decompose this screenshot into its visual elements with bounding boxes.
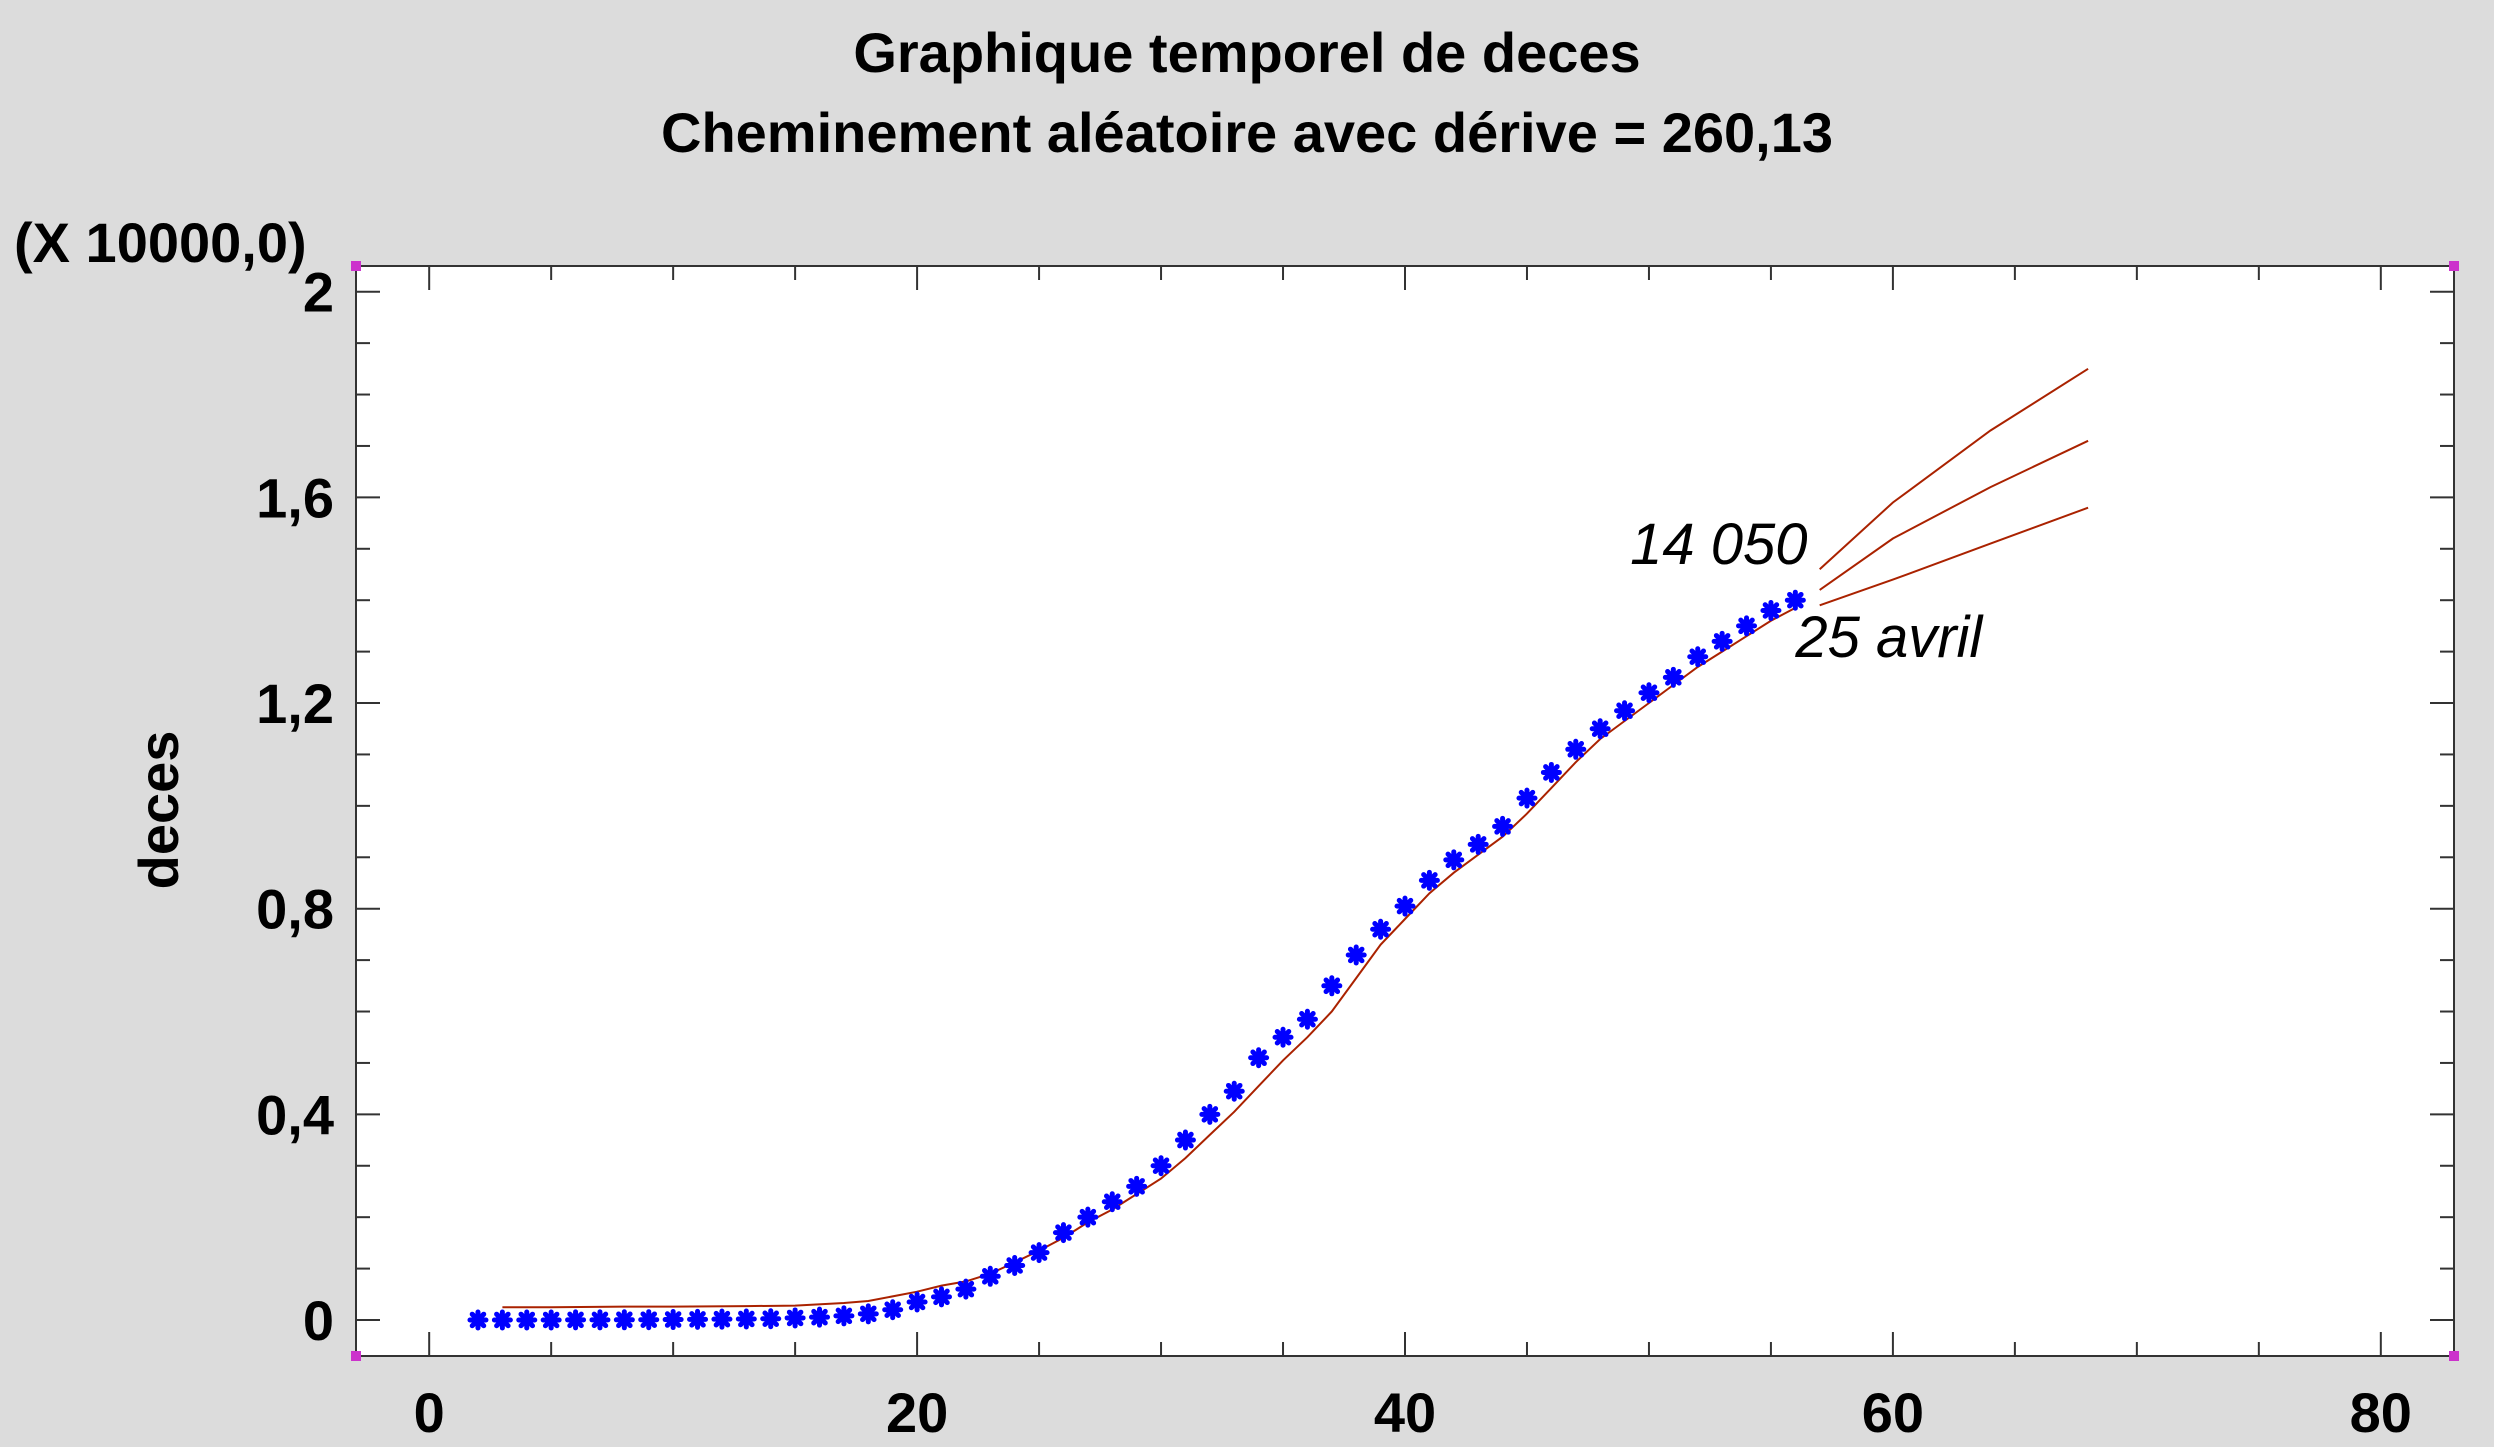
- y-tick-label: 1,2: [256, 672, 334, 735]
- data-point: [540, 1309, 562, 1331]
- data-point: [1345, 944, 1367, 966]
- data-point: [1589, 718, 1611, 740]
- y-tick-label: 0: [303, 1289, 334, 1352]
- series-line-fitted: [502, 607, 1796, 1309]
- data-point: [1052, 1222, 1074, 1244]
- y-tick-label: 1,6: [256, 466, 334, 529]
- chart-title: Graphique temporel de deces: [853, 21, 1640, 84]
- data-point: [1565, 738, 1587, 760]
- data-point: [833, 1305, 855, 1327]
- y-tick-label: 0,8: [256, 878, 334, 941]
- data-point: [760, 1308, 782, 1330]
- data-point: [1199, 1103, 1221, 1125]
- data-point: [1760, 599, 1782, 621]
- data-point: [930, 1286, 952, 1308]
- x-tick-label: 0: [414, 1381, 445, 1444]
- data-point: [784, 1307, 806, 1329]
- data-point: [467, 1309, 489, 1331]
- ticks-layer: [356, 266, 2454, 1356]
- data-point: [1150, 1155, 1172, 1177]
- data-point: [1272, 1026, 1294, 1048]
- data-point: [1296, 1008, 1318, 1030]
- data-point: [1492, 815, 1514, 837]
- data-point: [1662, 666, 1684, 688]
- y-axis-label: deces: [127, 731, 190, 890]
- data-point: [1687, 646, 1709, 668]
- x-tick-label: 60: [1862, 1381, 1924, 1444]
- data-point: [1394, 895, 1416, 917]
- data-point: [1711, 630, 1733, 652]
- data-point: [687, 1308, 709, 1330]
- chart-subtitle: Cheminement aléatoire avec dérive = 260,…: [661, 101, 1833, 164]
- series-line-forecast-lower: [1819, 506, 2089, 607]
- series-line-forecast-upper: [1819, 367, 2089, 571]
- series-line-forecast: [1819, 439, 2089, 591]
- data-point: [1784, 589, 1806, 611]
- corner-marker: [351, 1351, 361, 1361]
- x-tick-label: 80: [2350, 1381, 2412, 1444]
- y-tick-label: 0,4: [256, 1083, 334, 1146]
- data-point: [491, 1309, 513, 1331]
- data-point: [516, 1309, 538, 1331]
- data-point: [1370, 918, 1392, 940]
- data-point: [1028, 1242, 1050, 1264]
- markers-layer: [467, 589, 1806, 1331]
- annotation-label: 25 avril: [1794, 605, 1984, 670]
- data-point: [565, 1309, 587, 1331]
- x-tick-label: 20: [886, 1381, 948, 1444]
- plot-area: [355, 265, 2455, 1357]
- data-point: [1736, 615, 1758, 637]
- data-point: [809, 1306, 831, 1328]
- annotation-label: 14 050: [1630, 512, 1807, 577]
- data-point: [1004, 1255, 1026, 1277]
- data-point: [711, 1308, 733, 1330]
- y-tick-label: 2: [303, 261, 334, 324]
- corner-marker: [2449, 1351, 2459, 1361]
- data-point: [1248, 1047, 1270, 1069]
- data-point: [1614, 700, 1636, 722]
- data-point: [1174, 1129, 1196, 1151]
- annotations-layer: 14 050 25 avril: [1630, 512, 1984, 670]
- data-point: [1516, 787, 1538, 809]
- data-point: [955, 1278, 977, 1300]
- data-point: [1101, 1191, 1123, 1213]
- corner-markers: [351, 261, 2459, 1361]
- data-point: [1321, 975, 1343, 997]
- data-point: [1467, 833, 1489, 855]
- data-point: [1223, 1080, 1245, 1102]
- data-point: [662, 1309, 684, 1331]
- corner-marker: [2449, 261, 2459, 271]
- lines-layer: [502, 367, 2089, 1309]
- data-point: [1077, 1206, 1099, 1228]
- y-tick-labels: 0 0,4 0,8 1,2 1,6 2: [256, 261, 334, 1352]
- data-point: [638, 1309, 660, 1331]
- data-point: [589, 1309, 611, 1331]
- x-tick-label: 40: [1374, 1381, 1436, 1444]
- data-point: [1540, 761, 1562, 783]
- data-point: [1418, 869, 1440, 891]
- data-point: [1126, 1175, 1148, 1197]
- data-point: [979, 1265, 1001, 1287]
- data-point: [906, 1291, 928, 1313]
- y-multiplier-label: (X 10000,0): [14, 211, 307, 274]
- data-point: [882, 1299, 904, 1321]
- data-point: [1638, 682, 1660, 704]
- data-point: [857, 1303, 879, 1325]
- data-point: [735, 1308, 757, 1330]
- data-point: [1443, 849, 1465, 871]
- corner-marker: [351, 261, 361, 271]
- data-point: [613, 1309, 635, 1331]
- x-tick-labels: 0 20 40 60 80: [414, 1381, 2412, 1444]
